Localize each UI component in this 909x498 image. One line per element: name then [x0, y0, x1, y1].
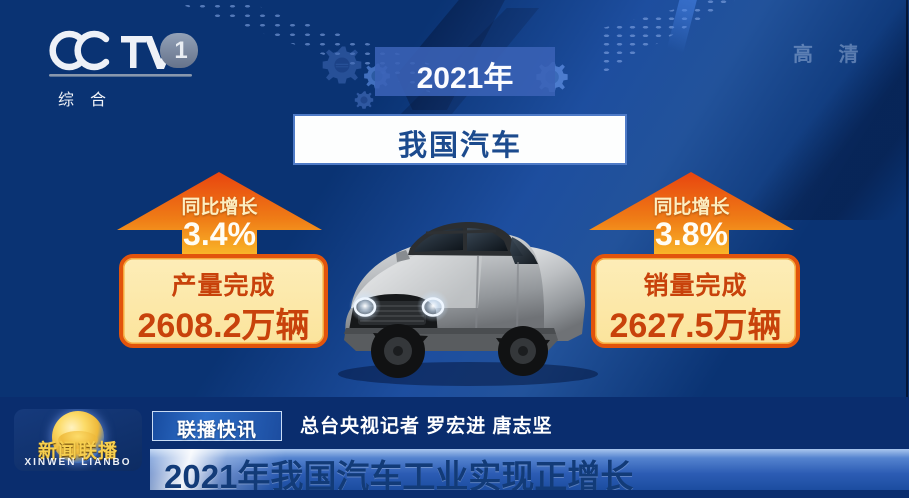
svg-text:1: 1: [174, 37, 187, 64]
